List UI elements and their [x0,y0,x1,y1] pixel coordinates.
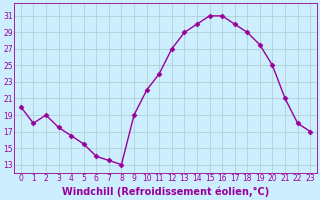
X-axis label: Windchill (Refroidissement éolien,°C): Windchill (Refroidissement éolien,°C) [62,186,269,197]
